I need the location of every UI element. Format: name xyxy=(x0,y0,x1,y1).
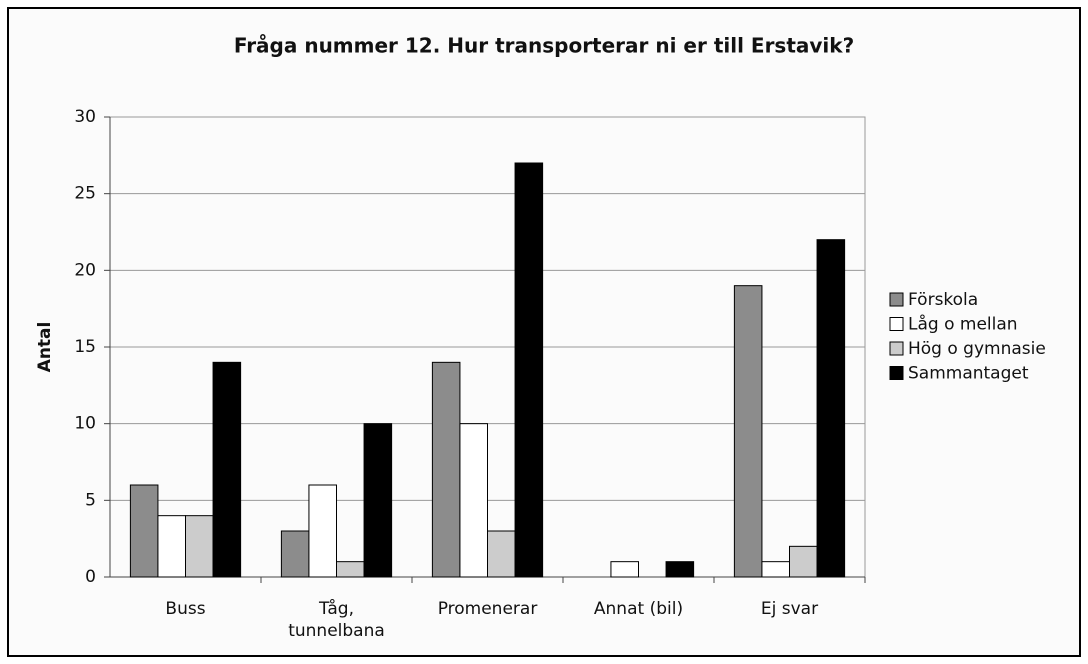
legend-label: Låg o mellan xyxy=(908,314,1018,335)
x-tick-label: Ej svar xyxy=(761,599,818,619)
bar xyxy=(459,423,489,578)
bar xyxy=(363,423,393,578)
legend-swatch xyxy=(889,292,904,307)
y-tick-label: 15 xyxy=(74,337,96,357)
bar xyxy=(789,545,818,578)
x-tick-label: Buss xyxy=(165,599,205,619)
bar xyxy=(816,239,846,578)
y-tick-label: 10 xyxy=(74,414,96,434)
legend-swatch xyxy=(889,317,904,331)
bar xyxy=(665,561,695,578)
bar xyxy=(336,561,365,578)
y-tick-label: 0 xyxy=(85,567,96,587)
y-tick-label: 5 xyxy=(85,490,96,510)
x-tick-label: Promenerar xyxy=(438,599,538,619)
bar xyxy=(129,484,159,578)
x-tick-label: Annat (bil) xyxy=(594,599,683,619)
y-tick-label: 30 xyxy=(74,107,96,127)
bar xyxy=(761,561,791,578)
legend-label: Förskola xyxy=(908,290,978,310)
legend-label: Hög o gymnasie xyxy=(908,339,1046,359)
bar xyxy=(431,361,461,578)
bar xyxy=(308,484,338,578)
bar xyxy=(185,515,214,578)
bar xyxy=(157,515,187,578)
bar xyxy=(514,162,544,578)
bar xyxy=(610,561,640,578)
y-axis-label: Antal xyxy=(35,322,55,373)
y-tick-label: 20 xyxy=(74,260,96,280)
bar xyxy=(280,530,310,578)
y-tick-label: 25 xyxy=(74,184,96,204)
chart-title: Fråga nummer 12. Hur transporterar ni er… xyxy=(234,34,854,58)
bar xyxy=(733,285,763,578)
bar xyxy=(212,361,242,578)
legend-swatch xyxy=(889,341,904,356)
legend-label: Sammantaget xyxy=(908,364,1029,384)
x-tick-label: Tåg, tunnelbana xyxy=(288,598,385,641)
legend-swatch xyxy=(889,366,904,380)
bar xyxy=(487,530,516,578)
